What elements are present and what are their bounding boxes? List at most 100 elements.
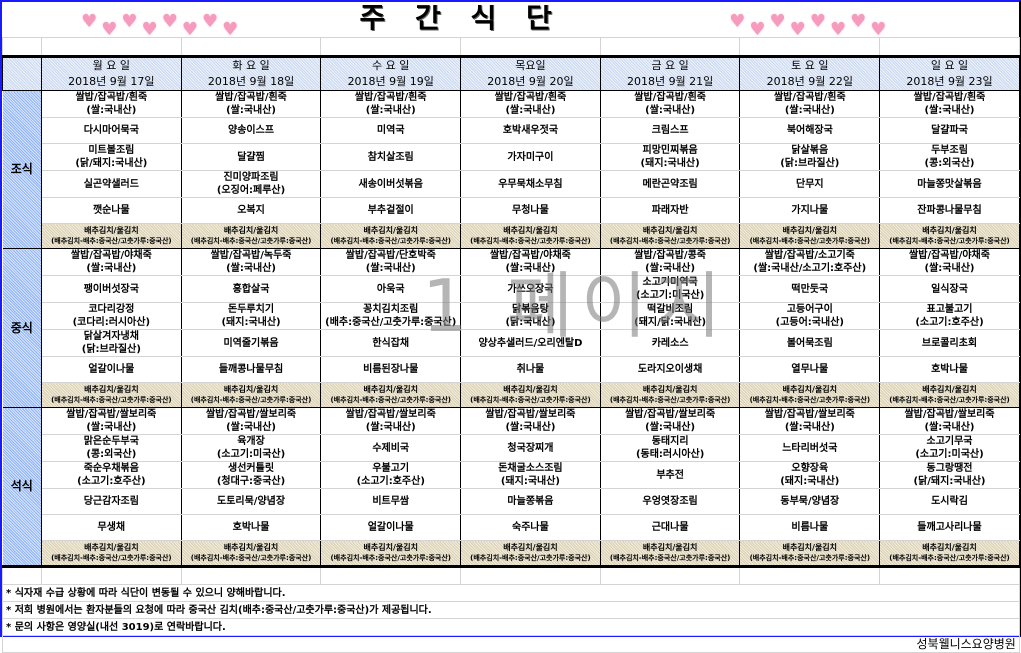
menu-item: 닭살겨자냉채 (닭:브라질산) bbox=[41, 329, 182, 357]
menu-item: 양상추샐러드/오리엔탈D bbox=[460, 329, 601, 357]
kimchi-cell: 배추김치/울김치 (배추김치-배추:중국산/고춧가루:중국산) bbox=[41, 223, 182, 249]
menu-item: 느타리버섯국 bbox=[739, 434, 881, 462]
menu-item: 쌀밥/잡곡밥/야채죽 (쌀:국내산) bbox=[460, 248, 601, 276]
heart-icon: ♥ bbox=[809, 10, 830, 32]
kimchi-origin: (배추김치-배추:중국산/고춧가루:중국산) bbox=[51, 237, 172, 245]
kimchi-cell: 배추김치/울김치 (배추김치-배추:중국산/고춧가루:중국산) bbox=[879, 223, 1020, 249]
kimchi-cell: 배추김치/울김치 (배추김치-배추:중국산/고춧가루:중국산) bbox=[739, 382, 881, 408]
hospital-name: 성북웰니스요양병원 bbox=[2, 635, 1020, 653]
menu-item: 도시락김 bbox=[879, 488, 1020, 515]
weekly-menu-table: ♥♥♥♥♥♥♥♥ 주 간 식 단 ♥♥♥♥♥♥♥♥ 월 요 일 2018년 9월 … bbox=[2, 5, 1020, 653]
menu-item: 비름나물 bbox=[739, 514, 881, 541]
menu-row: 중식 쌀밥/잡곡밥/야채죽 (쌀:국내산) 쌀밥/잡곡밥/녹두죽 (쌀:국내산) 쌀밥… bbox=[2, 248, 1020, 408]
menu-item: 부추전 bbox=[599, 461, 741, 489]
menu-item: 당근감자조림 bbox=[41, 488, 182, 515]
menu-item: 얼갈이나물 bbox=[41, 356, 182, 383]
menu-item: 죽순우채볶음 (소고기:호주산) bbox=[41, 461, 182, 489]
menu-item: 도라지오이생채 bbox=[599, 356, 741, 383]
menu-item: 쌀밥/잡곡밥/쌀보리죽 (쌀:국내산) bbox=[739, 407, 881, 435]
heart-icon: ♥ bbox=[121, 10, 142, 32]
kimchi-name: 배추김치/울김치 bbox=[363, 226, 418, 235]
day-date: 2018년 9월 19일 bbox=[347, 75, 434, 88]
heart-icon: ♥ bbox=[769, 10, 790, 32]
menu-item: 마늘쫑맛살볶음 bbox=[879, 170, 1020, 198]
menu-item: 취나물 bbox=[460, 356, 601, 383]
kimchi-origin: (배추김치-배추:중국산/고춧가루:중국산) bbox=[749, 396, 871, 404]
menu-item: 고등어구이 (고등어:국내산) bbox=[739, 302, 881, 330]
kimchi-origin: (배추김치-배추:중국산/고춧가루:중국산) bbox=[470, 396, 591, 404]
footer-note: * 문의 사항은 영양실(내선 3019)로 연락바랍니다. bbox=[2, 618, 1020, 636]
kimchi-origin: (배추김치-배추:중국산/고춧가루:중국산) bbox=[190, 396, 312, 404]
menu-item: 닭볶음탕 (닭:국내산) bbox=[460, 302, 601, 330]
kimchi-name: 배추김치/울김치 bbox=[642, 385, 698, 394]
kimchi-name: 배추김치/울김치 bbox=[503, 226, 558, 235]
heart-icon: ♥ bbox=[201, 10, 223, 32]
menu-item: 쌀밥/잡곡밥/단호박죽 (쌀:국내산) bbox=[320, 248, 462, 276]
menu-item: 무생채 bbox=[41, 514, 182, 541]
kimchi-origin: (배추김치-배추:중국산/고춧가루:중국산) bbox=[749, 554, 871, 562]
menu-item: 팽이버섯장국 bbox=[41, 275, 182, 303]
kimchi-origin: (배추김치-배추:중국산/고춧가루:중국산) bbox=[609, 554, 731, 562]
menu-item: 비름된장나물 bbox=[320, 356, 462, 383]
day-header: 목요일 2018년 9월 20일 bbox=[460, 56, 601, 91]
kimchi-origin: (배추김치-배추:중국산/고춧가루:중국산) bbox=[190, 554, 312, 562]
kimchi-origin: (배추김치-배추:중국산/고춧가루:중국산) bbox=[889, 237, 1010, 245]
heart-icon: ♥ bbox=[850, 10, 871, 32]
menu-item: 오복지 bbox=[180, 197, 322, 224]
menu-item: 잔파콩나물무침 bbox=[879, 197, 1020, 224]
menu-item: 떡만둣국 bbox=[739, 275, 881, 303]
title-text: 주 간 식 단 bbox=[359, 5, 562, 34]
kimchi-name: 배추김치/울김치 bbox=[503, 543, 558, 552]
menu-item: 쌀밥/잡곡밥/야채죽 (쌀:국내산) bbox=[41, 248, 182, 276]
kimchi-name: 배추김치/울김치 bbox=[223, 226, 279, 235]
menu-row: 당근감자조림 도토리묵/양념장 비트무쌈 마늘쫑볶음 우엉엿장조림 동부묵/양념장 도시락김 bbox=[3, 488, 1020, 515]
menu-item: 쌀밥/잡곡밥/소고기죽 (쌀:국내산/소고기:호주산) bbox=[739, 248, 881, 276]
heart-icon: ♥ bbox=[161, 10, 182, 32]
menu-item: 코다리강정 (코다리:러시아산) bbox=[41, 302, 182, 330]
menu-item: 오향장육 (돼지:국내산) bbox=[739, 461, 881, 489]
menu-item: 달걀파국 bbox=[879, 117, 1020, 144]
kimchi-cell: 배추김치/울김치 (배추김치-배추:중국산/고춧가루:중국산) bbox=[599, 223, 741, 249]
day-date: 2018년 9월 20일 bbox=[487, 75, 574, 88]
kimchi-origin: (배추김치-배추:중국산/고춧가루:중국산) bbox=[330, 237, 451, 245]
menu-item: 미역줄기볶음 bbox=[180, 329, 322, 357]
menu-item: 들깨콩나물무침 bbox=[180, 356, 322, 383]
menu-item: 양송이스프 bbox=[180, 117, 322, 144]
heart-icon: ♥ bbox=[789, 18, 810, 38]
menu-item: 동그랑땡전 (닭/돼지:국내산) bbox=[879, 461, 1020, 489]
kimchi-cell: 배추김치/울김치 (배추김치-배추:중국산/고춧가루:중국산) bbox=[41, 540, 182, 567]
kimchi-origin: (배추김치-배추:중국산/고춧가루:중국산) bbox=[470, 554, 591, 562]
day-date: 2018년 9월 23일 bbox=[906, 75, 993, 88]
menu-item: 도토리묵/양념장 bbox=[180, 488, 322, 515]
day-header: 토 요 일 2018년 9월 22일 bbox=[739, 56, 881, 91]
kimchi-name: 배추김치/울김치 bbox=[922, 226, 977, 235]
blank-cell bbox=[599, 565, 741, 585]
menu-item: 꽁치김치조림 (배추:중국산/고춧가루:중국산) bbox=[320, 302, 462, 330]
blank-cell bbox=[180, 565, 322, 585]
kimchi-origin: (배추김치-배추:중국산/고춧가루:중국산) bbox=[51, 554, 172, 562]
menu-item: 쌀밥/잡곡밥/쌀보리죽 (쌀:국내산) bbox=[320, 407, 462, 435]
menu-item: 미트볼조림 (닭/돼지:국내산) bbox=[41, 143, 182, 171]
menu-item: 쌀밥/잡곡밥/녹두죽 (쌀:국내산) bbox=[180, 248, 322, 276]
menu-item: 쌀밥/잡곡밥/흰죽 (쌀:국내산) bbox=[180, 90, 322, 118]
kimchi-name: 배추김치/울김치 bbox=[503, 385, 558, 394]
menu-item: 호박새우젓국 bbox=[460, 117, 601, 144]
menu-item: 숙주나물 bbox=[460, 514, 601, 541]
day-name: 토 요 일 bbox=[791, 59, 829, 72]
kimchi-name: 배추김치/울김치 bbox=[782, 226, 838, 235]
menu-item: 참치살조림 bbox=[320, 143, 462, 171]
menu-item: 청국장찌개 bbox=[460, 434, 601, 462]
menu-row: 미트볼조림 (닭/돼지:국내산) 달걀찜 참치살조림 가자미구이 피망민찌볶음 (돼지:… bbox=[3, 143, 1020, 171]
menu-row: 얼갈이나물 들깨콩나물무침 비름된장나물 취나물 도라지오이생채 열무나물 호박나물 bbox=[3, 356, 1020, 383]
kimchi-origin: (배추김치-배추:중국산/고춧가루:중국산) bbox=[190, 237, 312, 245]
day-header: 월 요 일 2018년 9월 17일 bbox=[41, 56, 182, 91]
day-header: 일 요 일 2018년 9월 23일 bbox=[879, 56, 1020, 91]
kimchi-row: 배추김치/울김치 (배추김치-배추:중국산/고춧가루:중국산) 배추김치/울김치 (배… bbox=[3, 382, 1020, 408]
menu-item: 단무지 bbox=[739, 170, 881, 198]
day-name: 금 요 일 bbox=[651, 59, 689, 72]
kimchi-cell: 배추김치/울김치 (배추김치-배추:중국산/고춧가루:중국산) bbox=[41, 382, 182, 408]
footer-note: * 식자재 수급 상황에 따라 식단이 변동될 수 있으니 양해바랍니다. bbox=[2, 584, 1020, 602]
menu-item: 브로콜리초회 bbox=[879, 329, 1020, 357]
menu-item: 떡갈비조림 (돼지/닭:국내산) bbox=[599, 302, 741, 330]
heart-icon: ♥ bbox=[101, 18, 122, 38]
